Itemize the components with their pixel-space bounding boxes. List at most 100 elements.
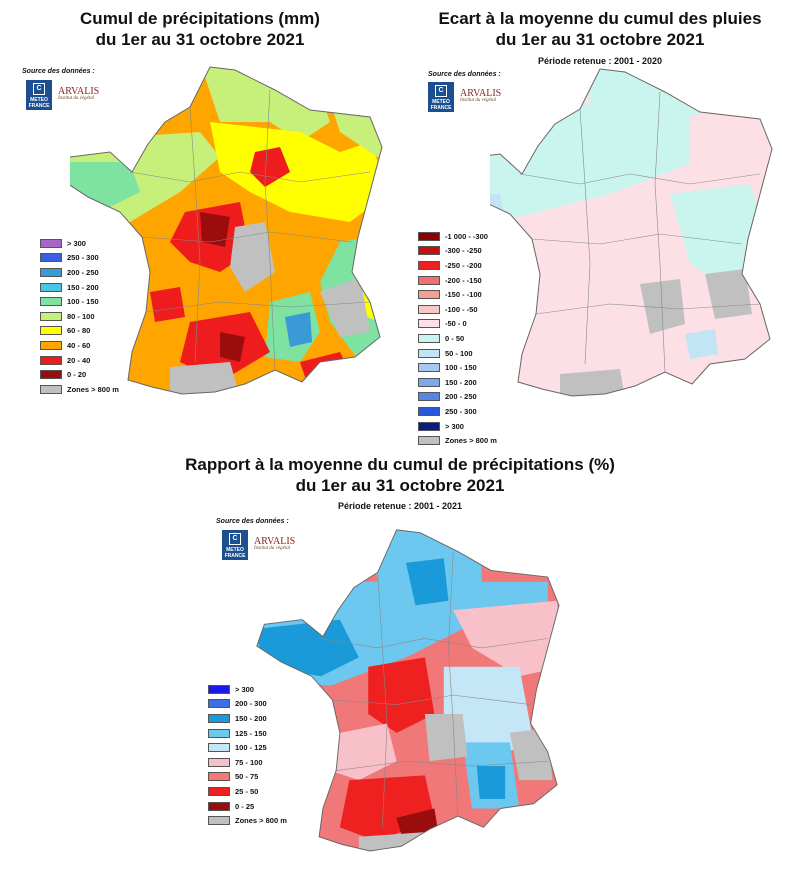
map3-meteo-logo-text: METEO FRANCE: [224, 547, 246, 559]
legend-swatch: [40, 384, 62, 394]
legend-item: 20 - 40: [40, 353, 119, 368]
legend-item: 25 - 50: [208, 784, 287, 799]
legend-label: 0 - 50: [445, 333, 465, 343]
legend-swatch: [418, 304, 440, 314]
map1-title-line2: du 1er au 31 octobre 2021: [95, 30, 305, 49]
map1-arvalis-logo: ARVALIS Institut du végétal: [58, 86, 99, 101]
legend-item: -50 - 0: [418, 317, 497, 332]
map3-arvalis-logo: ARVALIS Institut du végétal: [254, 536, 295, 551]
legend-swatch: [208, 772, 230, 782]
legend-label: 200 - 250: [445, 392, 477, 402]
map2-arvalis-logo: ARVALIS Institut du végétal: [460, 88, 501, 103]
legend-item: 200 - 250: [418, 390, 497, 405]
map3-period: Période retenue : 2001 - 2021: [337, 501, 463, 511]
legend-item: 40 - 60: [40, 338, 119, 353]
legend-swatch: [418, 421, 440, 431]
legend-item: -200 - -150: [418, 273, 497, 288]
legend-swatch: [418, 231, 440, 241]
legend-item: 0 - 50: [418, 331, 497, 346]
map1-meteo-logo: C METEO FRANCE: [26, 80, 52, 110]
legend-item: 0 - 20: [40, 367, 119, 382]
legend-item: -300 - -250: [418, 244, 497, 259]
legend-label: 250 - 300: [67, 253, 99, 263]
meteo-emblem-icon: C: [33, 83, 45, 95]
map1-france-map: [70, 66, 383, 395]
legend-label: 250 - 300: [445, 406, 477, 416]
legend-swatch: [208, 743, 230, 753]
legend-swatch: [418, 363, 440, 373]
legend-swatch: [418, 406, 440, 416]
legend-swatch: [418, 333, 440, 343]
legend-swatch: [418, 275, 440, 285]
legend-label: 60 - 80: [67, 326, 91, 336]
legend-swatch: [208, 816, 230, 826]
legend-swatch: [40, 267, 62, 277]
legend-item: 200 - 250: [40, 265, 119, 280]
map3-title: Rapport à la moyenne du cumul de précipi…: [150, 454, 650, 496]
legend-swatch: [40, 282, 62, 292]
legend-item: 50 - 100: [418, 346, 497, 361]
legend-swatch: [418, 348, 440, 358]
legend-label: 25 - 50: [235, 786, 259, 796]
legend-label: 200 - 250: [67, 267, 99, 277]
map3-title-line1: Rapport à la moyenne du cumul de précipi…: [185, 455, 615, 474]
legend-swatch: [208, 699, 230, 709]
legend-item: 75 - 100: [208, 755, 287, 770]
legend-label: 200 - 300: [235, 699, 267, 709]
legend-label: 0 - 20: [67, 370, 87, 380]
map3-source-label: Source des données :: [216, 518, 289, 525]
meteo-emblem-icon: C: [435, 85, 447, 97]
map3-arvalis-tagline: Institut du végétal: [254, 546, 291, 551]
legend-label: 150 - 200: [235, 713, 267, 723]
legend-label: Zones > 800 m: [67, 384, 119, 394]
legend-swatch: [418, 246, 440, 256]
legend-label: -1 000 - -300: [445, 231, 488, 241]
map2-title: Ecart à la moyenne du cumul des pluies d…: [405, 8, 795, 50]
legend-swatch: [418, 290, 440, 300]
legend-label: 20 - 40: [67, 355, 91, 365]
legend-item: 150 - 200: [418, 375, 497, 390]
legend-swatch: [208, 684, 230, 694]
legend-item: 50 - 75: [208, 770, 287, 785]
legend-label: Zones > 800 m: [445, 436, 497, 446]
legend-label: -50 - 0: [445, 319, 467, 329]
legend-label: 150 - 200: [67, 282, 99, 292]
map2-source-label: Source des données :: [428, 71, 501, 78]
legend-label: -150 - -100: [445, 290, 482, 300]
map2-arvalis-name: ARVALIS: [460, 88, 502, 99]
legend-item: 80 - 100: [40, 309, 119, 324]
legend-item: 100 - 150: [40, 294, 119, 309]
legend-item: 60 - 80: [40, 324, 119, 339]
legend-item: 100 - 150: [418, 360, 497, 375]
legend-swatch: [40, 355, 62, 365]
legend-label: -100 - -50: [445, 304, 478, 314]
legend-item: Zones > 800 m: [418, 433, 497, 448]
legend-swatch: [40, 297, 62, 307]
legend-label: 50 - 75: [235, 772, 259, 782]
legend-item: Zones > 800 m: [208, 813, 287, 828]
map1-title: Cumul de précipitations (mm) du 1er au 3…: [30, 8, 370, 50]
map2-title-line1: Ecart à la moyenne du cumul des pluies: [438, 9, 762, 28]
legend-item: 250 - 300: [40, 251, 119, 266]
legend-item: > 300: [208, 682, 287, 697]
legend-item: 150 - 200: [40, 280, 119, 295]
legend-item: > 300: [418, 419, 497, 434]
legend-label: 50 - 100: [445, 348, 473, 358]
legend-item: Zones > 800 m: [40, 382, 119, 397]
legend-label: 125 - 150: [235, 728, 267, 738]
map3-legend: > 300 200 - 300 150 - 200 125 - 150 100 …: [208, 682, 287, 828]
map3-meteo-logo: C METEO FRANCE: [222, 530, 248, 560]
map2-meteo-logo: C METEO FRANCE: [428, 82, 454, 112]
legend-swatch: [40, 370, 62, 380]
map2-legend: -1 000 - -300 -300 - -250 -250 - -200 -2…: [418, 229, 497, 448]
legend-label: 150 - 200: [445, 377, 477, 387]
legend-label: > 300: [445, 421, 464, 431]
legend-label: 0 - 25: [235, 801, 255, 811]
legend-item: 125 - 150: [208, 726, 287, 741]
map2-title-line2: du 1er au 31 octobre 2021: [495, 30, 705, 49]
map1-title-line1: Cumul de précipitations (mm): [80, 9, 320, 28]
legend-label: 100 - 125: [235, 743, 267, 753]
map2-meteo-logo-text: METEO FRANCE: [430, 99, 452, 111]
meteo-emblem-icon: C: [229, 533, 241, 545]
map2-period: Période retenue : 2001 - 2020: [537, 56, 663, 66]
